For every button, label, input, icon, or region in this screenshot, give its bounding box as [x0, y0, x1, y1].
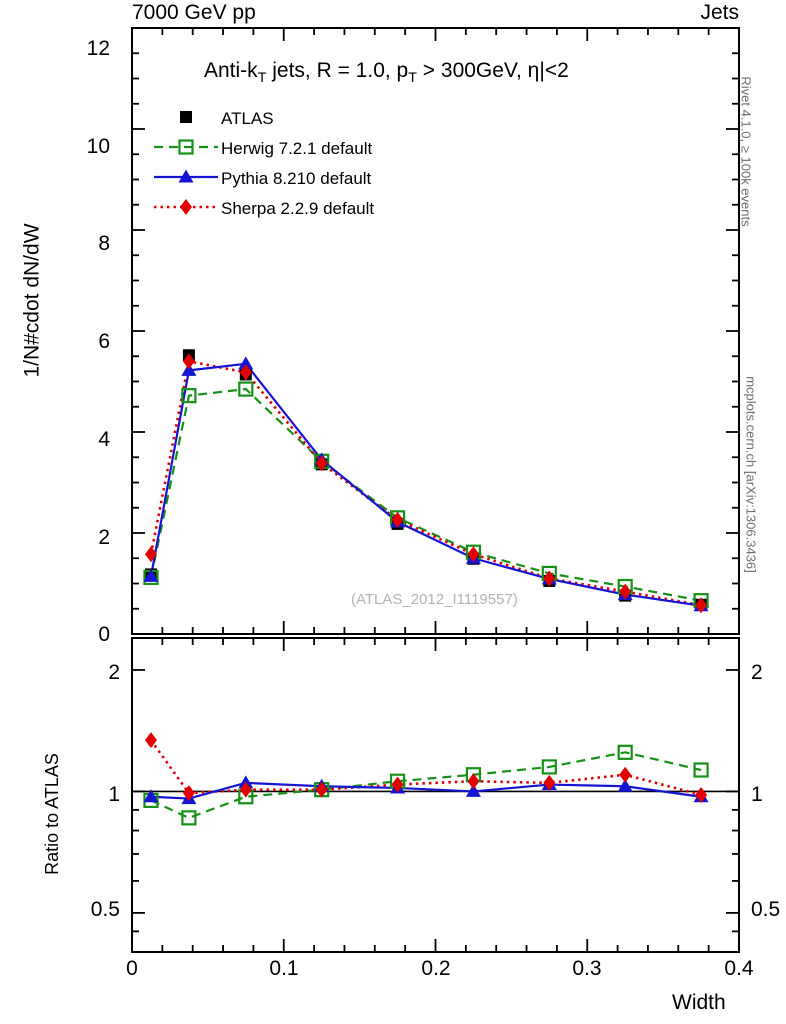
legend-marker-3 — [180, 199, 192, 215]
ratio-ytick-1-left: 1 — [108, 783, 120, 806]
ratio-marker-sherpa — [619, 766, 632, 783]
main-panel-series — [143, 349, 709, 614]
ratio-panel-frame — [131, 637, 740, 953]
ratio-panel-series — [143, 732, 709, 826]
title-prefix: Anti-k — [204, 59, 258, 82]
main-line-sherpa — [149, 359, 702, 607]
ratio-marker-sherpa — [543, 774, 556, 791]
x-axis-label: Width — [672, 991, 726, 1014]
main-line-herwig — [149, 387, 702, 602]
main-marker-sherpa — [695, 597, 708, 614]
ratio-marker-pythia — [617, 778, 633, 792]
xtick-0.2: 0.2 — [421, 957, 451, 980]
main-marker-sherpa — [391, 511, 404, 528]
ratio-marker-herwig — [617, 744, 633, 760]
legend-marker-0 — [180, 111, 192, 123]
legend-label-herwig: Herwig 7.2.1 default — [221, 139, 373, 158]
title-sub-pt: T — [408, 69, 417, 86]
header-left-label: 7000 GeV pp — [132, 1, 256, 24]
main-marker-sherpa — [315, 455, 328, 472]
legend-marker-1 — [178, 139, 194, 155]
ratio-marker-sherpa — [315, 781, 328, 798]
ratio-ytick-05-left: 0.5 — [90, 898, 120, 921]
legend-label-pythia: Pythia 8.210 default — [221, 169, 372, 188]
legend-marker-2 — [178, 169, 194, 183]
main-ytick-2: 2 — [98, 526, 110, 549]
xtick-0: 0 — [126, 957, 138, 980]
analysis-id-watermark: (ATLAS_2012_I1119557) — [351, 591, 518, 608]
main-marker-sherpa — [619, 583, 632, 600]
ratio-marker-pythia — [143, 789, 159, 803]
main-marker-pythia — [143, 568, 159, 582]
title-sub-kt: T — [257, 69, 267, 86]
header-right-label: Jets — [700, 1, 739, 24]
xtick-0.1: 0.1 — [269, 957, 299, 980]
main-marker-sherpa — [239, 364, 252, 381]
ratio-ytick-2-left: 2 — [108, 661, 120, 684]
title-mid: jets, R = 1.0, p — [266, 59, 409, 82]
ratio-marker-sherpa — [467, 773, 480, 790]
legend-label-atlas: ATLAS — [221, 109, 274, 128]
main-marker-sherpa — [543, 570, 556, 587]
main-ytick-8: 8 — [98, 232, 110, 255]
main-marker-pythia — [181, 362, 197, 376]
xtick-0.4: 0.4 — [724, 957, 754, 980]
main-marker-herwig — [181, 388, 197, 404]
main-line-pythia — [149, 362, 702, 607]
main-marker-sherpa — [182, 353, 195, 370]
ratio-line-herwig — [150, 751, 702, 820]
ratio-marker-sherpa — [182, 785, 195, 802]
main-marker-herwig — [238, 381, 254, 397]
main-ytick-12: 12 — [86, 37, 110, 60]
main-ytick-10: 10 — [86, 135, 110, 158]
xtick-0.3: 0.3 — [572, 957, 602, 980]
axis-frames — [131, 27, 740, 953]
ratio-marker-sherpa — [391, 776, 404, 793]
ratio-marker-herwig — [693, 762, 709, 778]
ratio-ytick-1-right: 1 — [751, 783, 763, 806]
ratio-marker-herwig — [181, 810, 197, 826]
ratio-ytick-05-right: 0.5 — [751, 898, 781, 921]
main-panel-frame — [131, 27, 740, 635]
ratio-marker-herwig — [541, 759, 557, 775]
plot-title: Anti-kT jets, R = 1.0, pT > 300GeV, η|<2 — [204, 60, 569, 85]
ratio-marker-sherpa — [695, 786, 708, 803]
main-marker-sherpa — [467, 546, 480, 563]
title-suffix: > 300GeV, η|<2 — [416, 59, 569, 82]
main-ytick-4: 4 — [98, 428, 110, 451]
main-ytick-0: 0 — [98, 623, 110, 646]
main-ytick-6: 6 — [98, 330, 110, 353]
main-marker-pythia — [238, 356, 254, 370]
main-marker-sherpa — [144, 546, 157, 563]
legend-markers — [154, 111, 218, 215]
ratio-marker-pythia — [465, 783, 481, 797]
axis-ticks — [131, 27, 740, 953]
ratio-marker-sherpa — [144, 732, 157, 749]
legend-label-sherpa: Sherpa 2.2.9 default — [221, 199, 375, 218]
ratio-ytick-2-right: 2 — [751, 661, 763, 684]
ratio-marker-sherpa — [239, 781, 252, 798]
